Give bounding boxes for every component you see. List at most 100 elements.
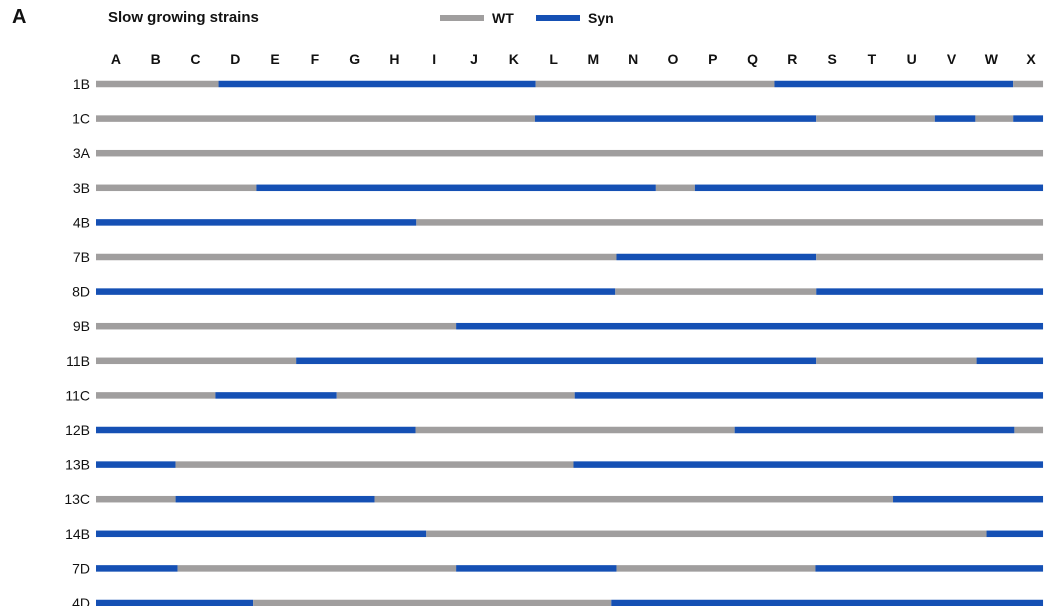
segment-12b-3-wt [1014, 426, 1044, 434]
segment-1c-0-wt [96, 115, 535, 122]
row-label-11b: 11B [66, 353, 90, 369]
row-label-3b: 3B [73, 180, 90, 196]
segment-8d-1-wt [615, 288, 817, 295]
row-label-7d: 7D [72, 560, 90, 576]
column-label-p: P [708, 51, 717, 67]
segment-1b-0-wt [96, 80, 219, 88]
row-label-7b: 7B [73, 249, 90, 265]
column-label-q: Q [747, 51, 758, 67]
row-label-3a: 3A [73, 145, 91, 161]
column-label-e: E [270, 51, 279, 67]
segment-14b-0-syn [96, 530, 427, 538]
row-label-14b: 14B [65, 526, 90, 542]
segment-7d-2-syn [456, 565, 617, 572]
segment-13c-2-wt [374, 495, 894, 503]
column-label-g: G [349, 51, 360, 67]
segment-7d-1-wt [177, 565, 457, 572]
column-label-d: D [230, 51, 240, 67]
segment-4d-0-syn [96, 599, 254, 606]
column-label-b: B [151, 51, 161, 67]
chart-title: Slow growing strains [108, 9, 259, 26]
segment-11c-3-syn [574, 392, 1044, 399]
row-label-4b: 4B [73, 214, 90, 230]
segment-13c-3-syn [893, 495, 1044, 503]
column-label-n: N [628, 51, 638, 67]
column-label-a: A [111, 51, 121, 67]
segment-4d-1-wt [253, 599, 612, 606]
legend-label-syn: Syn [588, 10, 614, 26]
segment-9b-0-wt [96, 322, 457, 330]
segment-13c-0-wt [96, 495, 176, 503]
segment-1c-2-wt [816, 115, 935, 122]
segment-12b-0-syn [96, 426, 416, 434]
column-label-v: V [947, 51, 957, 67]
segment-1b-4-wt [1013, 80, 1044, 88]
segment-7b-1-syn [616, 253, 817, 261]
segment-3b-3-syn [694, 184, 1044, 192]
segment-4b-1-wt [416, 219, 1044, 226]
segment-3b-2-wt [655, 184, 695, 192]
segment-1c-1-syn [534, 115, 817, 122]
row-label-12b: 12B [65, 422, 90, 438]
segment-1b-1-syn [218, 80, 536, 88]
segment-11c-1-syn [215, 392, 337, 399]
legend-swatch-syn [536, 15, 580, 21]
column-label-m: M [588, 51, 600, 67]
segment-7d-3-wt [616, 565, 816, 572]
column-label-w: W [985, 51, 999, 67]
segment-12b-1-wt [415, 426, 735, 434]
panel-letter: A [12, 6, 27, 28]
column-label-j: J [470, 51, 478, 67]
column-label-h: H [389, 51, 399, 67]
segment-11b-1-syn [296, 357, 817, 365]
segment-7b-2-wt [816, 253, 1044, 261]
segment-14b-1-wt [426, 530, 987, 538]
column-label-r: R [787, 51, 797, 67]
segment-11b-3-syn [976, 357, 1044, 365]
legend-item-syn: Syn [536, 10, 614, 26]
legend-swatch-wt [440, 15, 484, 21]
segment-7d-4-syn [815, 565, 1044, 572]
segment-1b-2-wt [535, 80, 775, 88]
column-label-c: C [190, 51, 200, 67]
segment-1c-4-wt [975, 115, 1014, 122]
column-label-k: K [509, 51, 519, 67]
column-label-i: I [432, 51, 436, 67]
segment-11c-0-wt [96, 392, 216, 399]
segment-4b-0-syn [96, 219, 417, 226]
row-label-8d: 8D [72, 284, 90, 300]
legend-label-wt: WT [492, 10, 514, 26]
row-label-11c: 11C [65, 387, 90, 403]
segment-11c-2-wt [336, 392, 575, 399]
segment-13b-0-syn [96, 461, 176, 468]
segment-8d-2-syn [816, 288, 1044, 295]
row-label-13b: 13B [65, 457, 90, 473]
segment-8d-0-syn [96, 288, 616, 295]
column-label-s: S [827, 51, 836, 67]
segment-13b-2-syn [573, 461, 1044, 468]
row-label-1c: 1C [72, 111, 90, 127]
column-label-l: L [549, 51, 558, 67]
segment-3b-0-wt [96, 184, 257, 192]
segment-3a-0-wt [96, 149, 1044, 157]
segment-13b-1-wt [175, 461, 574, 468]
segment-13c-1-syn [175, 495, 375, 503]
row-label-9b: 9B [73, 318, 90, 334]
column-label-o: O [668, 51, 679, 67]
segment-14b-2-syn [986, 530, 1044, 538]
row-label-1b: 1B [73, 76, 90, 92]
segment-1b-3-syn [774, 80, 1014, 88]
segment-7d-0-syn [96, 565, 178, 572]
segment-11b-0-wt [96, 357, 297, 365]
legend-item-wt: WT [440, 10, 514, 26]
column-label-u: U [907, 51, 917, 67]
segment-4d-2-syn [611, 599, 1044, 606]
segment-7b-0-wt [96, 253, 617, 261]
column-label-f: F [311, 51, 320, 67]
segment-1c-3-syn [934, 115, 976, 122]
segment-3b-1-syn [256, 184, 656, 192]
segment-12b-2-syn [734, 426, 1015, 434]
column-label-x: X [1026, 51, 1036, 67]
segment-9b-1-syn [456, 322, 1044, 330]
